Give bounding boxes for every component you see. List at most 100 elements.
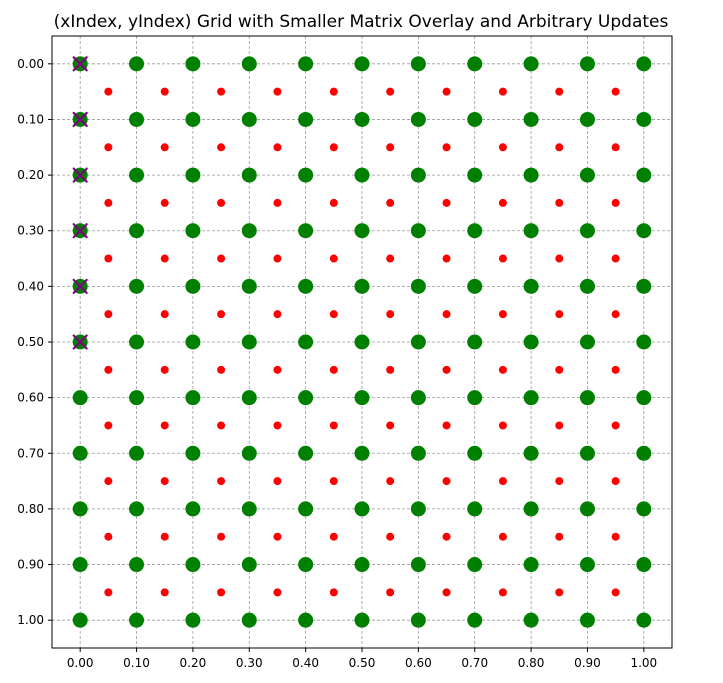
overlay-point (160, 477, 169, 486)
grid-point (523, 278, 539, 294)
overlay-point (611, 310, 620, 319)
grid-point (129, 167, 145, 183)
grid-point (298, 612, 314, 628)
overlay-point (329, 532, 338, 541)
overlay-point (611, 532, 620, 541)
overlay-point (104, 365, 113, 374)
update-x-marker (72, 167, 88, 183)
grid-point (467, 445, 483, 461)
grid-point (185, 278, 201, 294)
grid-point (354, 612, 370, 628)
grid-point (636, 445, 652, 461)
grid-point (298, 557, 314, 573)
grid-point (410, 223, 426, 239)
grid-point (410, 278, 426, 294)
grid-point (185, 445, 201, 461)
overlay-point (104, 310, 113, 319)
overlay-point (273, 365, 282, 374)
overlay-point (329, 421, 338, 430)
overlay-point (498, 365, 507, 374)
grid-point (410, 390, 426, 406)
grid-point (354, 223, 370, 239)
grid-point (129, 501, 145, 517)
overlay-point (273, 254, 282, 263)
x-tick-label: 0.80 (518, 656, 545, 670)
grid-point (241, 445, 257, 461)
overlay-point (217, 421, 226, 430)
chart-title: (xIndex, yIndex) Grid with Smaller Matri… (54, 12, 669, 32)
y-tick-label: 0.40 (17, 279, 44, 293)
overlay-point (217, 254, 226, 263)
overlay-point (611, 365, 620, 374)
grid-point (523, 445, 539, 461)
grid-point (467, 223, 483, 239)
overlay-point (273, 87, 282, 96)
x-tick-label: 0.20 (180, 656, 207, 670)
grid-point (185, 501, 201, 517)
update-x-marker (72, 56, 88, 72)
overlay-point (160, 421, 169, 430)
grid-point (354, 111, 370, 127)
overlay-point (386, 143, 395, 152)
grid-point (354, 445, 370, 461)
overlay-point (160, 310, 169, 319)
overlay-point (386, 87, 395, 96)
overlay-point (498, 87, 507, 96)
grid-point (579, 390, 595, 406)
grid-point (636, 612, 652, 628)
overlay-point (329, 588, 338, 597)
grid-point (636, 111, 652, 127)
y-tick-label: 0.60 (17, 391, 44, 405)
overlay-point (555, 310, 564, 319)
grid-point (298, 56, 314, 72)
grid-point (523, 390, 539, 406)
overlay-point (386, 254, 395, 263)
overlay-point (498, 310, 507, 319)
grid-point (636, 56, 652, 72)
grid-point (579, 278, 595, 294)
grid-point (298, 278, 314, 294)
grid-point (467, 56, 483, 72)
grid-point (298, 111, 314, 127)
overlay-point (611, 143, 620, 152)
x-tick-label: 0.40 (292, 656, 319, 670)
grid-point (523, 111, 539, 127)
overlay-point (329, 254, 338, 263)
grid-point (579, 334, 595, 350)
grid-point (298, 390, 314, 406)
grid-point (579, 445, 595, 461)
grid-point (636, 223, 652, 239)
grid-point (523, 56, 539, 72)
grid-point (185, 223, 201, 239)
x-axis-ticks: 0.00 0.10 0.20 0.30 0.40 0.50 0.60 0.70 0.80 0.90… (67, 648, 657, 670)
overlay-point (442, 477, 451, 486)
overlay-point (555, 477, 564, 486)
y-tick-label: 0.20 (17, 168, 44, 182)
grid-point (410, 111, 426, 127)
grid-point (523, 501, 539, 517)
overlay-point (104, 143, 113, 152)
overlay-point (611, 254, 620, 263)
overlay-point (160, 87, 169, 96)
grid-point (636, 390, 652, 406)
overlay-point (217, 198, 226, 207)
overlay-point (217, 87, 226, 96)
overlay-point (442, 87, 451, 96)
grid-point (410, 167, 426, 183)
grid-point (185, 334, 201, 350)
overlay-point (386, 588, 395, 597)
overlay-point (442, 198, 451, 207)
overlay-point (498, 477, 507, 486)
grid-point (298, 223, 314, 239)
grid-point (129, 557, 145, 573)
overlay-point (386, 310, 395, 319)
overlay-point (273, 477, 282, 486)
y-tick-label: 0.50 (17, 335, 44, 349)
overlay-point (329, 87, 338, 96)
x-tick-label: 0.30 (236, 656, 263, 670)
y-tick-label: 0.10 (17, 112, 44, 126)
grid-point (354, 390, 370, 406)
overlay-point (442, 532, 451, 541)
grid-point (354, 501, 370, 517)
overlay-point (160, 143, 169, 152)
